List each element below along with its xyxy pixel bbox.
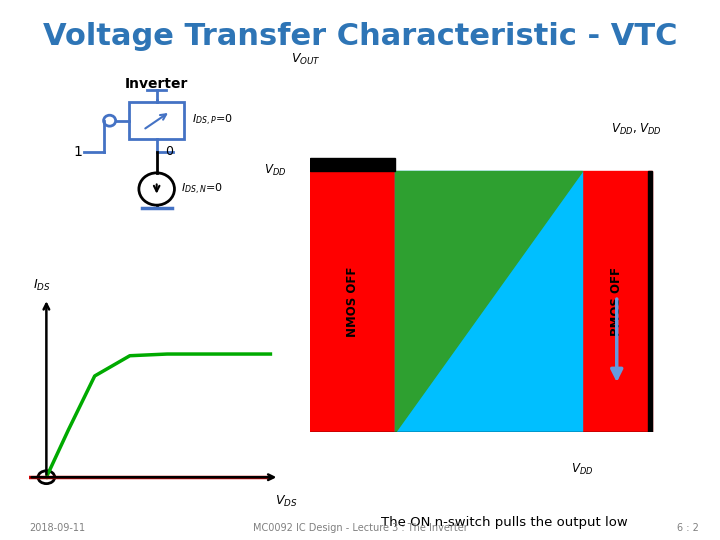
Text: $V_{DD}$: $V_{DD}$ <box>264 163 287 178</box>
Text: NMOS OFF: NMOS OFF <box>346 266 359 336</box>
Text: The ON n-switch pulls the output low: The ON n-switch pulls the output low <box>381 516 627 529</box>
Bar <box>395 171 582 432</box>
Text: 6 : 2: 6 : 2 <box>677 523 698 533</box>
Bar <box>310 171 395 432</box>
Text: PMOS OFF: PMOS OFF <box>611 267 624 336</box>
FancyBboxPatch shape <box>130 102 184 139</box>
Polygon shape <box>395 171 582 432</box>
Text: $V_{OUT}$: $V_{OUT}$ <box>291 52 320 67</box>
Text: $I_{DS,P}$=0: $I_{DS,P}$=0 <box>192 113 233 128</box>
Bar <box>310 432 652 440</box>
Text: $I_{DS}$: $I_{DS}$ <box>33 278 51 293</box>
Bar <box>582 171 652 432</box>
Text: $V_{DD}$, $V_{DD}$: $V_{DD}$, $V_{DD}$ <box>611 122 662 137</box>
Text: 0: 0 <box>165 145 173 158</box>
Text: $V_{DS}$: $V_{DS}$ <box>274 494 297 509</box>
Text: Inverter: Inverter <box>125 77 189 91</box>
Text: MC0092 IC Design - Lecture 3 : The Inverter: MC0092 IC Design - Lecture 3 : The Inver… <box>253 523 467 533</box>
Text: 2018-09-11: 2018-09-11 <box>29 523 85 533</box>
Text: Voltage Transfer Characteristic - VTC: Voltage Transfer Characteristic - VTC <box>42 22 678 51</box>
Text: 1: 1 <box>74 145 83 159</box>
Bar <box>648 171 652 432</box>
Bar <box>310 158 395 171</box>
Text: $I_{DS,N}$=0: $I_{DS,N}$=0 <box>181 181 223 197</box>
Text: $V_{DD}$: $V_{DD}$ <box>570 462 593 477</box>
